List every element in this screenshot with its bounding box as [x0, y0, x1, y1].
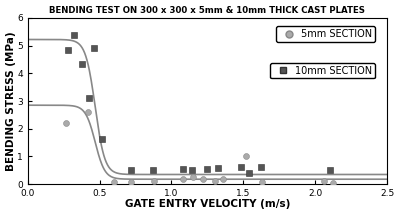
- Point: [90, 47, 97, 50]
- Point: [212, 179, 218, 183]
- Point: [259, 180, 265, 184]
- Point: [220, 178, 226, 181]
- Point: [111, 180, 117, 184]
- Point: [188, 169, 195, 172]
- Legend: 10mm SECTION: 10mm SECTION: [270, 63, 375, 78]
- Point: [214, 166, 221, 170]
- Y-axis label: BENDING STRESS (MPa): BENDING STRESS (MPa): [6, 31, 16, 171]
- Point: [321, 180, 327, 183]
- Point: [128, 180, 134, 184]
- Point: [258, 165, 264, 169]
- Point: [79, 63, 86, 66]
- Text: BENDING TEST ON 300 x 300 x 5mm & 10mm THICK CAST PLATES: BENDING TEST ON 300 x 300 x 5mm & 10mm T…: [50, 6, 366, 15]
- Point: [180, 178, 186, 181]
- Point: [237, 165, 244, 169]
- Point: [86, 97, 93, 100]
- Point: [70, 33, 77, 37]
- Point: [190, 175, 196, 179]
- Point: [85, 110, 91, 114]
- Point: [180, 167, 186, 171]
- Point: [330, 181, 336, 184]
- Point: [243, 155, 250, 158]
- Point: [200, 177, 206, 180]
- X-axis label: GATE ENTRY VELOCITY (m/s): GATE ENTRY VELOCITY (m/s): [125, 200, 290, 209]
- Point: [204, 167, 211, 171]
- Point: [63, 121, 70, 124]
- Point: [99, 138, 106, 141]
- Point: [128, 168, 134, 172]
- Point: [246, 171, 252, 174]
- Point: [150, 168, 156, 172]
- Point: [326, 168, 333, 172]
- Point: [151, 180, 157, 183]
- Point: [65, 48, 71, 51]
